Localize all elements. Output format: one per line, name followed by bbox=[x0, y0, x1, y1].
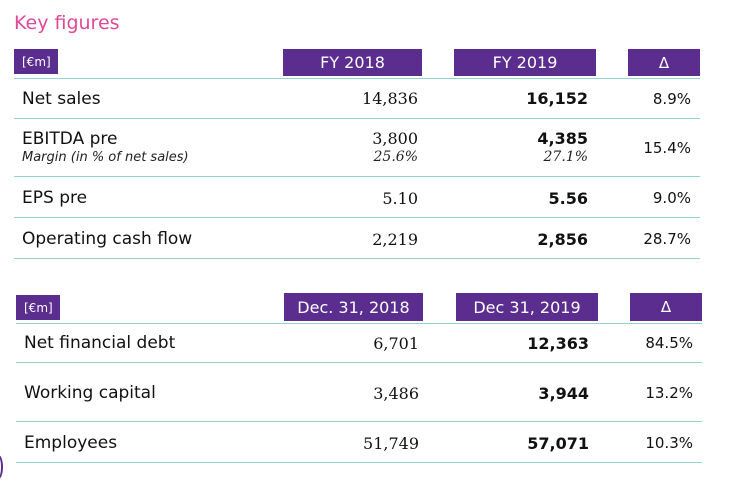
employees-delta: 10.3% bbox=[645, 434, 693, 452]
net-sales-delta: 8.9% bbox=[652, 90, 691, 108]
operating-cash-flow-fy2018: 2,219 bbox=[372, 230, 418, 249]
row-divider bbox=[14, 176, 700, 177]
ebitda-pre-fy2019: 4,385 bbox=[537, 129, 588, 148]
row-divider bbox=[14, 118, 700, 119]
row-label-ebitda-pre: EBITDA pre bbox=[22, 129, 118, 149]
row-label-operating-cash-flow: Operating cash flow bbox=[22, 229, 193, 249]
row-label-net-sales: Net sales bbox=[22, 89, 101, 109]
operating-cash-flow-fy2019: 2,856 bbox=[537, 230, 588, 249]
margin-fy2018: 25.6% bbox=[373, 149, 418, 165]
working-capital-2018: 3,486 bbox=[373, 384, 419, 403]
working-capital-delta: 13.2% bbox=[645, 384, 693, 402]
unit-label: [€m] bbox=[16, 295, 60, 320]
column-header-dec-2019: Dec 31, 2019 bbox=[456, 293, 598, 321]
working-capital-2019: 3,944 bbox=[538, 384, 589, 403]
row-divider bbox=[16, 362, 702, 363]
row-label-eps-pre: EPS pre bbox=[22, 188, 88, 208]
employees-2019: 57,071 bbox=[527, 434, 589, 453]
net-financial-debt-delta: 84.5% bbox=[645, 334, 693, 352]
column-header-dec-2018: Dec. 31, 2018 bbox=[284, 293, 423, 321]
row-label-working-capital: Working capital bbox=[24, 383, 156, 403]
row-divider bbox=[16, 462, 702, 463]
employees-2018: 51,749 bbox=[363, 434, 419, 453]
net-financial-debt-2019: 12,363 bbox=[527, 334, 589, 353]
net-sales-fy2018: 14,836 bbox=[362, 89, 418, 108]
header-rule bbox=[14, 78, 700, 79]
row-label-net-financial-debt: Net financial debt bbox=[24, 333, 176, 353]
column-header-delta: Δ bbox=[628, 49, 700, 76]
column-header-delta: Δ bbox=[630, 293, 702, 321]
ebitda-pre-fy2018: 3,800 bbox=[372, 129, 418, 148]
row-divider bbox=[14, 258, 700, 259]
operating-cash-flow-delta: 28.7% bbox=[643, 230, 691, 248]
edge-decoration bbox=[0, 455, 3, 479]
row-divider bbox=[16, 421, 702, 422]
row-divider bbox=[14, 217, 700, 218]
net-financial-debt-2018: 6,701 bbox=[373, 334, 419, 353]
row-sublabel-margin: Margin (in % of net sales) bbox=[22, 150, 189, 165]
eps-pre-fy2019: 5.56 bbox=[548, 189, 588, 208]
net-sales-fy2019: 16,152 bbox=[526, 89, 588, 108]
eps-pre-delta: 9.0% bbox=[652, 189, 691, 207]
header-rule bbox=[16, 323, 702, 324]
column-header-fy2018: FY 2018 bbox=[283, 49, 422, 76]
column-header-fy2019: FY 2019 bbox=[454, 49, 596, 76]
eps-pre-fy2018: 5.10 bbox=[382, 189, 418, 208]
margin-fy2019: 27.1% bbox=[543, 149, 588, 165]
unit-label: [€m] bbox=[14, 49, 58, 74]
row-label-employees: Employees bbox=[24, 433, 118, 453]
page-title: Key figures bbox=[14, 12, 120, 34]
ebitda-pre-delta: 15.4% bbox=[643, 139, 691, 157]
